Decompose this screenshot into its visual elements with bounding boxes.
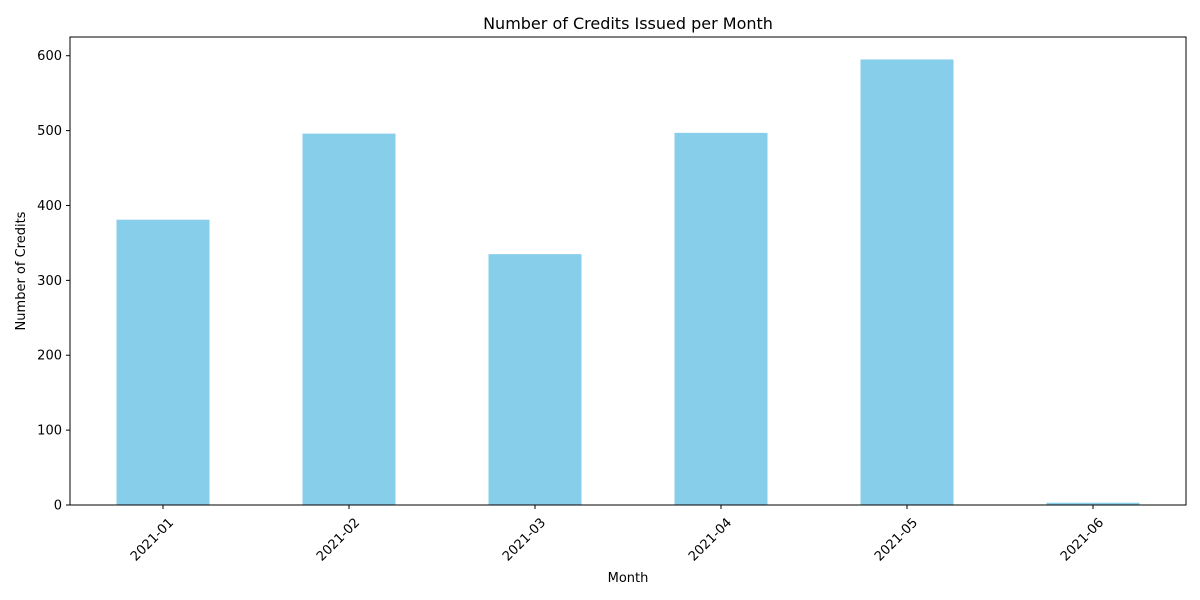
bar-2021-04 — [674, 132, 768, 505]
y-tick-label: 400 — [37, 199, 62, 214]
bar-2021-03 — [488, 254, 582, 505]
y-tick-label: 100 — [37, 424, 62, 439]
bar-2021-05 — [860, 59, 954, 506]
x-axis-label: Month — [608, 571, 649, 586]
y-tick-label: 200 — [37, 349, 62, 364]
y-axis: 0 100 200 300 400 500 600 — [37, 49, 70, 514]
x-tick-label-2021-02: 2021-02 — [314, 515, 363, 564]
x-tick-label-2021-04: 2021-04 — [686, 515, 735, 564]
y-axis-label: Number of Credits — [14, 211, 29, 330]
bar-2021-02 — [302, 133, 396, 505]
x-tick-label-2021-05: 2021-05 — [872, 515, 921, 564]
y-tick-label: 500 — [37, 124, 62, 139]
chart-title: Number of Credits Issued per Month — [483, 14, 773, 33]
y-tick-label: 0 — [54, 499, 62, 514]
x-tick-label-2021-06: 2021-06 — [1058, 515, 1107, 564]
x-tick-label-2021-03: 2021-03 — [500, 515, 549, 564]
x-axis: 2021-01 2021-02 2021-03 2021-04 2021-05 2021-… — [128, 505, 1107, 564]
plot-frame — [69, 36, 1187, 506]
bar-2021-01 — [116, 219, 210, 505]
y-tick-label: 600 — [37, 49, 62, 64]
bar-2021-06 — [1046, 502, 1140, 505]
y-tick-label: 300 — [37, 274, 62, 289]
bars-group — [116, 59, 1140, 506]
x-tick-label-2021-01: 2021-01 — [128, 515, 177, 564]
